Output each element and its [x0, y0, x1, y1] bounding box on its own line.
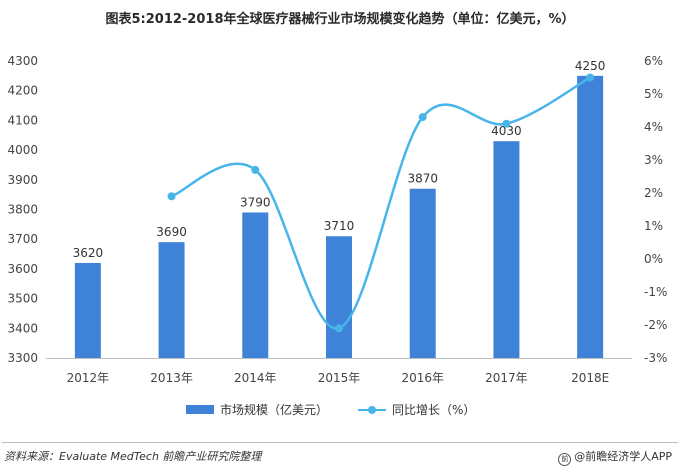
- right-axis-tick-label: 3%: [644, 153, 663, 167]
- right-axis-tick-label: 4%: [644, 120, 663, 134]
- x-axis-tick-label: 2015年: [318, 371, 361, 385]
- legend-line-label: 同比增长（%）: [392, 403, 476, 417]
- bar: [577, 75, 604, 358]
- right-axis-tick-label: -1%: [644, 285, 667, 299]
- right-axis-tick-label: -2%: [644, 318, 667, 332]
- source-note: 资料来源：Evaluate MedTech 前瞻产业研究院整理: [4, 450, 262, 463]
- left-axis-tick-label: 3300: [7, 351, 38, 365]
- bar: [493, 141, 520, 358]
- right-axis-tick-label: 2%: [644, 186, 663, 200]
- left-axis-tick-label: 3400: [7, 321, 38, 335]
- legend-item-market-size: 市场规模（亿美元）: [186, 401, 328, 418]
- left-axis-tick-label: 3600: [7, 262, 38, 276]
- right-axis-tick-label: 1%: [644, 219, 663, 233]
- left-axis-tick-label: 3500: [7, 292, 38, 306]
- bar-data-label: 4250: [575, 59, 606, 73]
- brand-logo-icon: 前: [558, 453, 572, 466]
- growth-point: [502, 119, 511, 128]
- left-axis-tick-label: 4000: [7, 143, 38, 157]
- left-axis-tick-label: 4100: [7, 113, 38, 127]
- bar-data-label: 3870: [407, 172, 438, 186]
- growth-point: [167, 192, 176, 201]
- x-axis-tick-label: 2013年: [150, 371, 193, 385]
- x-axis-tick-label: 2018E: [571, 371, 609, 385]
- x-axis-tick-label: 2017年: [485, 371, 528, 385]
- growth-point: [418, 113, 427, 122]
- bar: [158, 242, 185, 358]
- footer-divider: [2, 442, 678, 443]
- left-axis-tick-label: 3700: [7, 232, 38, 246]
- x-axis-tick-label: 2012年: [67, 371, 110, 385]
- right-axis-tick-label: -3%: [644, 351, 667, 365]
- left-axis-tick-label: 4200: [7, 84, 38, 98]
- bar-data-label: 3710: [324, 219, 355, 233]
- right-axis-tick-label: 6%: [644, 54, 663, 68]
- legend-line-swatch: [358, 405, 387, 414]
- bar-data-label: 4030: [491, 124, 522, 138]
- legend-bar-swatch: [186, 405, 214, 414]
- x-axis-tick-label: 2014年: [234, 371, 277, 385]
- bar-data-label: 3690: [156, 225, 187, 239]
- legend-bar-label: 市场规模（亿美元）: [220, 403, 329, 417]
- chart-legend: 市场规模（亿美元） 同比增长（%）: [186, 401, 505, 418]
- brand-text: @前瞻经济学人APP: [574, 450, 672, 463]
- growth-point: [251, 165, 260, 174]
- bar: [74, 262, 101, 358]
- bar: [409, 188, 436, 358]
- bar: [326, 236, 352, 358]
- bar: [242, 212, 269, 358]
- left-axis-tick-label: 3800: [7, 203, 38, 217]
- growth-line: [171, 76, 591, 330]
- growth-point: [586, 73, 595, 82]
- chart-title: 图表5:2012-2018年全球医疗器械行业市场规模变化趋势（单位：亿美元，%）: [105, 12, 575, 27]
- right-axis-tick-label: 0%: [644, 252, 663, 266]
- x-axis-tick-label: 2016年: [401, 371, 444, 385]
- brand-credit: 前 @前瞻经济学人APP: [558, 448, 672, 466]
- bar-data-label: 3790: [240, 195, 271, 209]
- legend-item-growth: 同比增长（%）: [358, 401, 475, 418]
- growth-point: [335, 324, 343, 333]
- left-axis-tick-label: 4300: [7, 54, 38, 68]
- footer: 资料来源：Evaluate MedTech 前瞻产业研究院整理 前 @前瞻经济学人…: [0, 436, 680, 473]
- right-axis-tick-label: 5%: [644, 87, 663, 101]
- left-axis-tick-label: 3900: [7, 173, 38, 187]
- bar-data-label: 3620: [73, 246, 104, 260]
